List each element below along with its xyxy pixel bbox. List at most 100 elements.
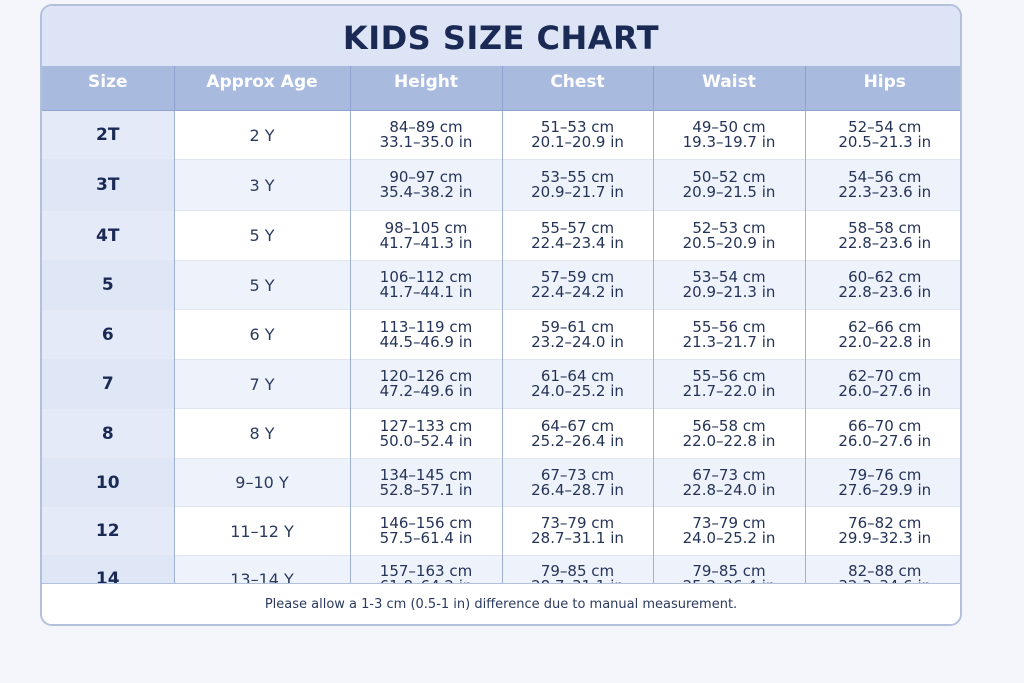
age-cell: 3 Y [173,159,350,211]
size-chart-card: KIDS SIZE CHART Size Approx Age Height C… [40,4,962,626]
hips-cm-value: 54–56 cm [848,168,922,186]
height-cm-value: 90–97 cm [389,168,463,186]
chest-in-value: 20.1–20.9 in [531,133,624,151]
age-cell: 2 Y [173,110,350,160]
age-value: 11–12 Y [230,521,294,541]
height-cm-value: 98–105 cm [384,218,468,237]
table-row: 4T 5 Y 98–105 cm 41.7–41.3 in 55–57 cm 22.4–2… [42,210,960,261]
header-height: Height [349,66,502,111]
height-cm-value: 106–112 cm [379,268,473,286]
hips-cell: 66–70 cm 26.0–27.6 in [804,408,960,459]
waist-cm-value: 55–56 cm [692,367,766,385]
waist-cm-value: 67–73 cm [692,465,766,484]
title-bar: KIDS SIZE CHART [42,6,960,66]
age-cell: 6 Y [173,309,350,360]
size-cell: 10 [42,458,174,507]
waist-in-value: 19.3–19.7 in [682,133,776,151]
chest-cell: 55–57 cm 22.4–23.4 in [501,210,653,261]
chest-in-value: 22.4–23.4 in [531,233,624,252]
chest-cm-value: 59–61 cm [540,317,615,336]
header-size: Size [42,66,174,111]
hips-in-value: 27.6–29.9 in [838,480,932,499]
waist-cm-value: 55–56 cm [692,317,766,336]
waist-cell: 53–54 cm 20.9–21.3 in [652,260,805,310]
waist-in-value: 20.9–21.5 in [682,183,776,201]
height-cm-value: 113–119 cm [379,317,473,336]
waist-cm-value: 52–53 cm [692,218,766,237]
waist-cell: 52–53 cm 20.5–20.9 in [652,210,805,261]
table-row: 2T 2 Y 84–89 cm 33.1–35.0 in 51–53 cm 20.1–20… [42,110,960,160]
hips-cm-value: 52–54 cm [848,118,922,136]
size-cell: 3T [42,159,174,211]
hips-cm-value: 76–82 cm [848,514,922,532]
waist-cell: 56–58 cm 22.0–22.8 in [652,408,805,459]
waist-cm-value: 49–50 cm [692,118,766,136]
footnote: Please allow a 1-3 cm (0.5-1 in) differe… [42,583,960,624]
header-chest: Chest [501,66,653,111]
chest-in-value: 20.9–21.7 in [531,183,624,201]
chest-in-value: 28.7–31.1 in [531,529,624,547]
hips-cm-value: 79–76 cm [848,465,922,484]
hips-cm-value: 62–66 cm [848,317,922,336]
hips-cell: 79–76 cm 27.6–29.9 in [804,458,960,507]
height-cm-value: 84–89 cm [389,118,463,136]
height-in-value: 52.8–57.1 in [379,480,473,499]
waist-in-value: 20.9–21.3 in [682,283,776,301]
hips-cell: 52–54 cm 20.5–21.3 in [804,110,960,160]
age-value: 3 Y [249,175,275,195]
height-cell: 84–89 cm 33.1–35.0 in [349,110,502,160]
header-hips: Hips [804,66,960,111]
size-cell: 5 [42,260,174,310]
hips-in-value: 22.0–22.8 in [838,332,932,351]
hips-cm-value: 58–58 cm [848,218,922,237]
table-row: 3T 3 Y 90–97 cm 35.4–38.2 in 53–55 cm 20.9–21… [42,159,960,211]
waist-cell: 50–52 cm 20.9–21.5 in [652,159,805,211]
size-cell: 2T [42,110,174,160]
chest-cm-value: 64–67 cm [540,416,615,435]
hips-cell: 58–58 cm 22.8–23.6 in [804,210,960,261]
waist-in-value: 21.7–22.0 in [682,382,776,400]
waist-in-value: 20.5–20.9 in [682,233,776,252]
hips-cell: 60–62 cm 22.8–23.6 in [804,260,960,310]
hips-cell: 76–82 cm 29.9–32.3 in [804,506,960,556]
height-cm-value: 134–145 cm [379,465,473,484]
waist-cm-value: 56–58 cm [692,416,766,435]
chest-cm-value: 57–59 cm [540,268,615,286]
waist-cell: 67–73 cm 22.8–24.0 in [652,458,805,507]
hips-cell: 62–70 cm 26.0–27.6 in [804,359,960,409]
header-approx-age: Approx Age [173,66,350,111]
height-cell: 113–119 cm 44.5–46.9 in [349,309,502,360]
chest-cell: 53–55 cm 20.9–21.7 in [501,159,653,211]
hips-cm-value: 82–88 cm [848,562,922,580]
hips-in-value: 26.0–27.6 in [838,382,932,400]
chest-in-value: 23.2–24.0 in [531,332,624,351]
height-cm-value: 120–126 cm [379,367,473,385]
height-cell: 146–156 cm 57.5–61.4 in [349,506,502,556]
chest-in-value: 26.4–28.7 in [531,480,624,499]
age-value: 7 Y [249,374,275,394]
hips-cm-value: 62–70 cm [848,367,922,385]
chest-cm-value: 67–73 cm [540,465,615,484]
waist-cm-value: 53–54 cm [692,268,766,286]
header-row: Size Approx Age Height Chest Waist Hips [42,66,960,111]
size-cell: 6 [42,309,174,360]
hips-in-value: 20.5–21.3 in [838,133,932,151]
hips-in-value: 22.8–23.6 in [838,233,932,252]
height-in-value: 33.1–35.0 in [379,133,473,151]
waist-in-value: 22.0–22.8 in [682,431,776,450]
hips-cm-value: 60–62 cm [848,268,922,286]
waist-cell: 49–50 cm 19.3–19.7 in [652,110,805,160]
chest-in-value: 24.0–25.2 in [531,382,624,400]
waist-cell: 73–79 cm 24.0–25.2 in [652,506,805,556]
chest-cm-value: 51–53 cm [540,118,615,136]
chest-cm-value: 55–57 cm [540,218,615,237]
chest-cell: 67–73 cm 26.4–28.7 in [501,458,653,507]
height-in-value: 41.7–41.3 in [379,233,473,252]
age-value: 5 Y [249,275,275,295]
size-table: Size Approx Age Height Chest Waist Hips … [42,66,960,602]
age-cell: 5 Y [173,210,350,261]
waist-in-value: 24.0–25.2 in [682,529,776,547]
